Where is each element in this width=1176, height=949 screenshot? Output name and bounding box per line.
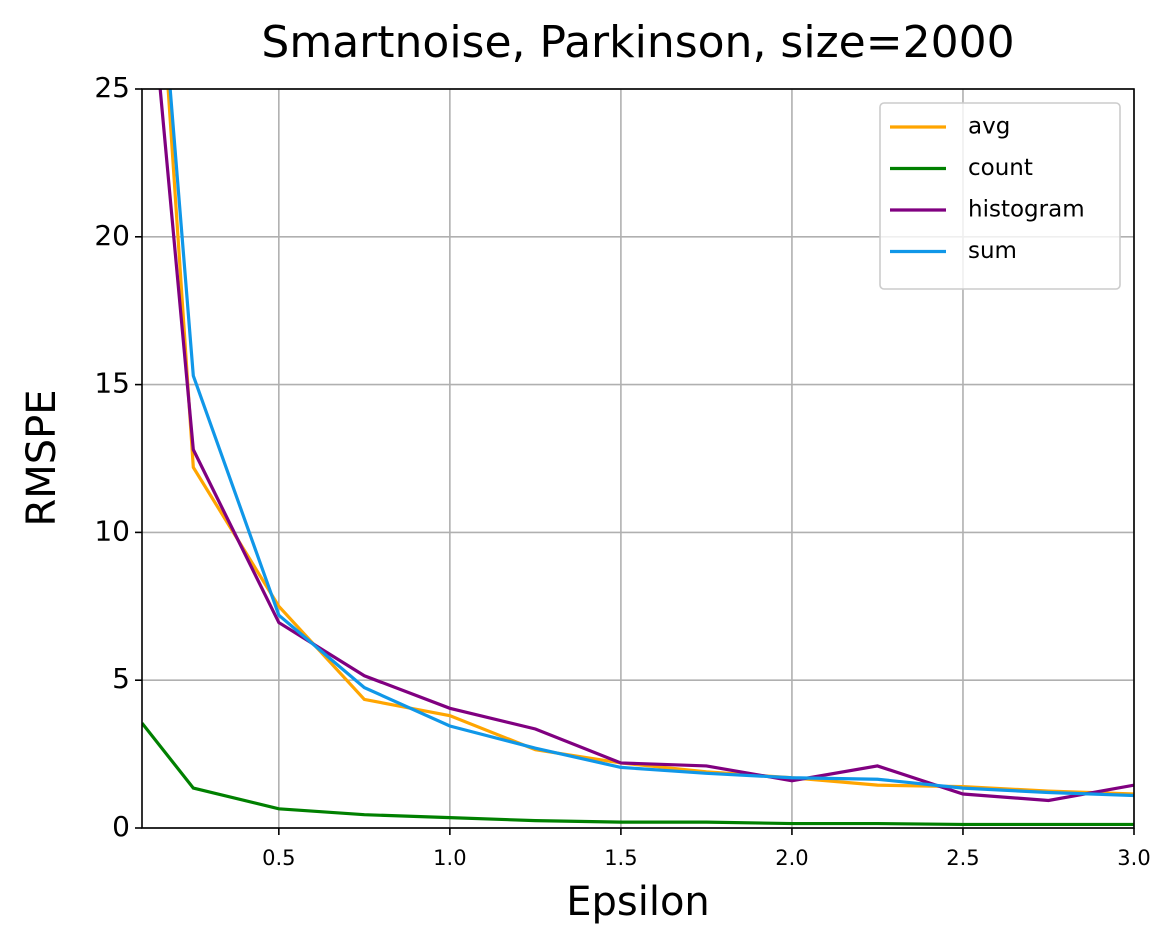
- y-axis-label: RMSPE: [19, 389, 65, 526]
- y-tick-label: 25: [94, 71, 130, 104]
- x-tick-label: 3.0: [1117, 846, 1150, 870]
- legend-label: histogram: [968, 197, 1085, 223]
- legend-box: [879, 102, 1121, 290]
- x-tick-label: 2.0: [775, 846, 808, 870]
- legend-label: sum: [968, 238, 1017, 264]
- y-tick-label: 10: [94, 514, 130, 547]
- y-tick-label: 5: [112, 662, 130, 695]
- series-line: [168, 89, 1134, 798]
- x-tick-label: 0.5: [262, 846, 295, 870]
- series-line: [142, 722, 1134, 827]
- plot-frame: [141, 88, 1135, 829]
- x-tick-label: 1.5: [604, 846, 637, 870]
- series-line: [158, 89, 1134, 803]
- y-tick-label: 20: [94, 219, 130, 252]
- x-tick-label: 1.0: [433, 846, 466, 870]
- chart-title: Smartnoise, Parkinson, size=2000: [261, 17, 1014, 68]
- plot-lines: [142, 89, 1134, 827]
- legend-label: count: [968, 155, 1033, 181]
- y-tick-label: 15: [94, 367, 130, 400]
- x-axis-label: Epsilon: [566, 879, 710, 925]
- y-tick-label: 0: [112, 810, 130, 843]
- legend-label: avg: [968, 114, 1010, 140]
- x-tick-label: 2.5: [946, 846, 979, 870]
